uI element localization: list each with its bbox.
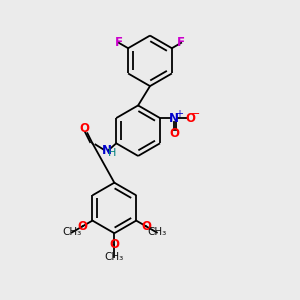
Text: +: + [175,109,183,119]
Text: CH₃: CH₃ [105,252,124,262]
Text: N: N [169,112,179,124]
Text: O: O [109,238,119,251]
Text: O: O [141,220,151,233]
Text: CH₃: CH₃ [62,227,82,238]
Text: O: O [80,122,90,135]
Text: O: O [169,127,179,140]
Text: CH₃: CH₃ [147,227,167,238]
Text: F: F [177,36,185,50]
Text: H: H [108,148,116,158]
Text: −: − [191,110,200,119]
Text: N: N [102,144,112,157]
Text: O: O [186,112,196,124]
Text: O: O [78,220,88,233]
Text: F: F [115,36,123,50]
